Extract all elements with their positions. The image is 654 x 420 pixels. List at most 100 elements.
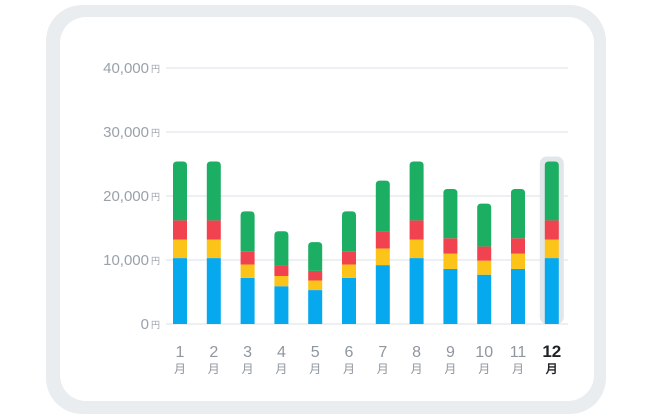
bar-segment	[511, 268, 525, 324]
bar-segment	[544, 220, 559, 240]
bar-segment	[409, 258, 424, 324]
y-tick-unit: 円	[151, 64, 160, 75]
y-tick-label: 30,000	[103, 124, 149, 141]
bar-stack-12[interactable]	[544, 161, 559, 324]
bar-stack-11[interactable]	[511, 188, 525, 324]
bar-segment	[173, 220, 187, 240]
bar-segment	[240, 211, 255, 252]
bar-stack-9[interactable]	[443, 188, 458, 324]
bar-segment	[544, 239, 559, 259]
x-tick-label: 9	[446, 344, 455, 361]
x-tick-unit: 月	[343, 362, 355, 376]
bar-segment	[375, 180, 390, 232]
bar-segment	[173, 239, 187, 259]
bar-segment	[409, 220, 424, 240]
y-tick-label: 0	[141, 316, 149, 333]
chart-card	[60, 17, 594, 401]
bar-segment	[206, 258, 221, 324]
x-tick-unit: 月	[275, 362, 287, 376]
y-tick-label: 10,000	[103, 252, 149, 269]
bar-stack-3[interactable]	[240, 211, 255, 324]
bar-segment	[240, 264, 255, 278]
bar-segment	[443, 253, 458, 269]
x-tick-label: 7	[378, 344, 387, 361]
y-tick-unit: 円	[151, 128, 160, 139]
bar-segment	[308, 280, 323, 291]
bar-segment	[274, 286, 289, 324]
bar-segment	[240, 277, 255, 324]
bar-stack-7[interactable]	[375, 180, 390, 324]
bar-stack-1[interactable]	[173, 161, 187, 324]
bar-segment	[544, 258, 559, 324]
bar-segment	[375, 248, 390, 266]
bar-segment	[342, 251, 356, 265]
bar-segment	[206, 161, 221, 221]
bar-segment	[375, 265, 390, 324]
bar-segment	[173, 258, 187, 324]
x-tick-label: 5	[311, 344, 320, 361]
bar-segment	[409, 239, 424, 259]
bar-segment	[409, 161, 424, 221]
y-tick-label: 40,000	[103, 60, 149, 77]
bar-segment	[240, 251, 255, 265]
bar-segment	[477, 260, 492, 275]
x-tick-unit: 月	[411, 362, 423, 376]
x-tick-label: 2	[209, 344, 218, 361]
x-tick-label: 12	[542, 342, 561, 361]
bar-segment	[342, 264, 356, 278]
bar-segment	[443, 188, 458, 239]
bar-segment	[477, 274, 492, 324]
bar-segment	[206, 239, 221, 259]
bar-segment	[173, 161, 187, 221]
bar-segment	[477, 246, 492, 261]
bar-segment	[308, 290, 323, 324]
y-tick-label: 20,000	[103, 188, 149, 205]
bar-segment	[511, 253, 525, 269]
bar-segment	[342, 211, 356, 252]
x-tick-unit: 月	[208, 362, 220, 376]
bars	[173, 161, 559, 324]
x-tick-unit: 月	[478, 362, 490, 376]
x-tick-unit: 月	[174, 362, 186, 376]
x-tick-label: 11	[510, 344, 527, 361]
x-tick-label: 8	[412, 344, 421, 361]
x-tick-unit: 月	[512, 362, 524, 376]
bar-stack-6[interactable]	[342, 211, 356, 324]
bar-segment	[375, 231, 390, 249]
x-tick-label: 4	[277, 344, 286, 361]
bar-stack-2[interactable]	[206, 161, 221, 324]
y-tick-unit: 円	[151, 320, 160, 331]
x-tick-unit: 月	[309, 362, 321, 376]
x-tick-unit: 月	[242, 362, 254, 376]
bar-segment	[274, 276, 289, 287]
y-axis-labels: 40,000 円30,000 円20,000 円10,000 円0 円	[103, 60, 160, 333]
bar-stack-10[interactable]	[477, 203, 492, 324]
bar-segment	[308, 242, 323, 271]
bar-segment	[443, 238, 458, 254]
bar-segment	[274, 265, 289, 276]
bar-stack-8[interactable]	[409, 161, 424, 324]
bar-segment	[342, 277, 356, 324]
grid-lines	[166, 67, 568, 325]
x-tick-unit: 月	[545, 362, 558, 376]
bar-stack-4[interactable]	[274, 231, 289, 324]
x-tick-label: 1	[176, 344, 185, 361]
bar-segment	[544, 161, 559, 221]
x-tick-label: 6	[345, 344, 354, 361]
y-tick-unit: 円	[151, 256, 160, 267]
bar-segment	[511, 238, 525, 254]
bar-segment	[308, 270, 323, 281]
bar-stack-5[interactable]	[308, 242, 323, 324]
x-tick-label: 10	[475, 344, 493, 361]
bar-segment	[477, 203, 492, 247]
x-tick-unit: 月	[377, 362, 389, 376]
bar-segment	[206, 220, 221, 240]
y-tick-unit: 円	[151, 192, 160, 203]
x-tick-unit: 月	[444, 362, 456, 376]
x-tick-label: 3	[243, 344, 252, 361]
bar-segment	[274, 231, 289, 266]
bar-segment	[511, 188, 525, 239]
bar-segment	[443, 268, 458, 324]
